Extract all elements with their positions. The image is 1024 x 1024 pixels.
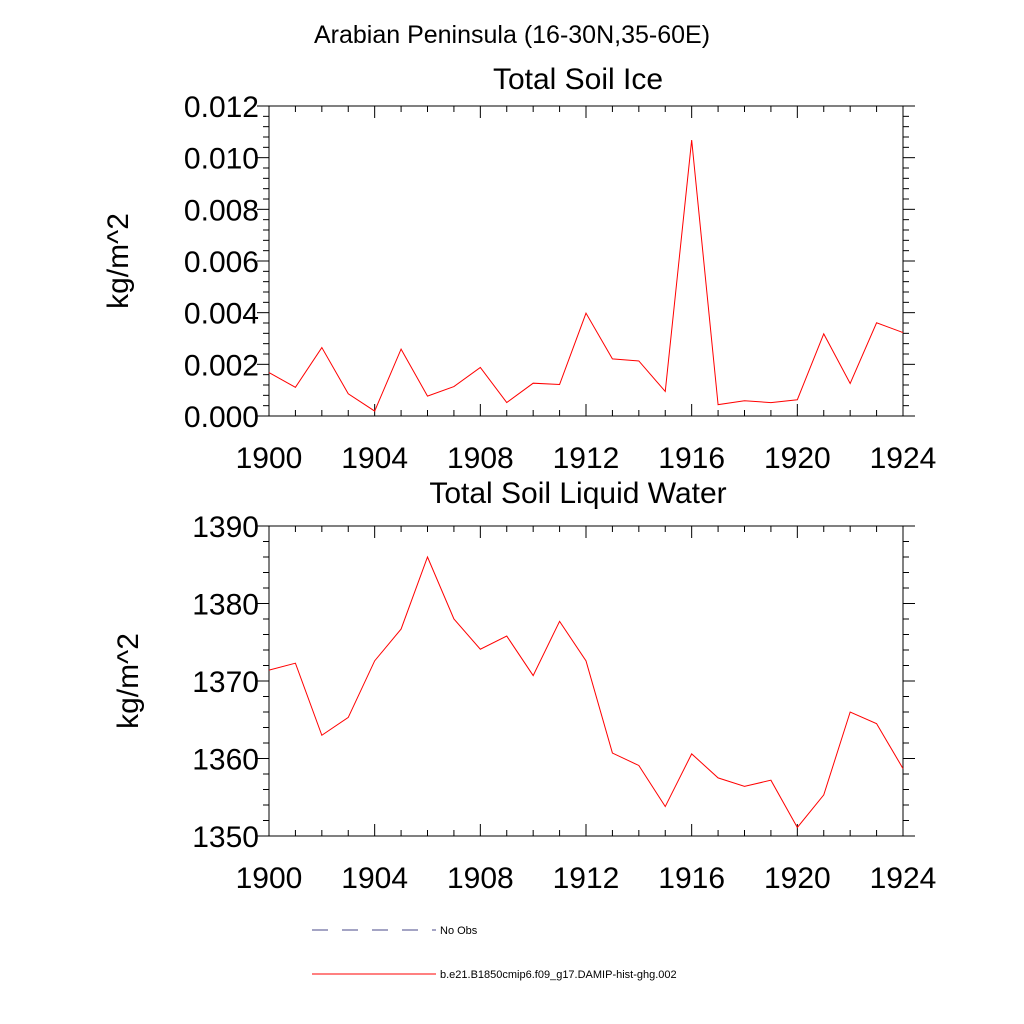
y-ticks: [257, 105, 915, 417]
x-tick-label: 1924: [870, 442, 937, 475]
x-tick-label: 1904: [341, 442, 408, 475]
y-tick-label: 0.004: [184, 298, 259, 331]
y-tick-label: 0.000: [184, 401, 259, 434]
x-tick-label: 1916: [658, 442, 725, 475]
y-axis-label: kg/m^2: [112, 633, 145, 729]
x-tick-label: 1908: [447, 442, 514, 475]
x-ticks: [268, 526, 904, 836]
x-tick-labels: 1900 1904 1908 1912 1916 1920 1924: [236, 442, 937, 475]
x-tick-label: 1920: [764, 442, 831, 475]
y-tick-label: 0.008: [184, 194, 259, 227]
y-ticks: [257, 525, 915, 837]
y-tick-label: 0.002: [184, 349, 259, 382]
y-tick-labels: 1350 1360 1370 1380 1390: [192, 511, 259, 854]
series-line-model: [268, 555, 904, 829]
y-tick-label: 1370: [192, 666, 259, 699]
y-tick-label: 1390: [192, 511, 259, 544]
series-group: [268, 555, 904, 829]
panel-title: Total Soil Ice: [493, 63, 663, 96]
series-line-model: [268, 140, 904, 412]
panel-soil-ice: Total Soil Ice kg/m^2 1900 1904 1908 1912 19…: [102, 63, 936, 475]
x-tick-label: 1904: [341, 862, 408, 895]
x-tick-label: 1916: [658, 862, 725, 895]
x-tick-label: 1912: [553, 442, 620, 475]
x-tick-label: 1920: [764, 862, 831, 895]
panel-title: Total Soil Liquid Water: [429, 477, 726, 510]
x-tick-label: 1912: [553, 862, 620, 895]
x-tick-label: 1908: [447, 862, 514, 895]
legend-label-no-obs: No Obs: [440, 925, 478, 937]
x-tick-labels: 1900 1904 1908 1912 1916 1920 1924: [236, 862, 937, 895]
x-tick-label: 1900: [236, 442, 303, 475]
y-tick-labels: 0.000 0.002 0.004 0.006 0.008 0.010 0.012: [184, 91, 259, 434]
figure-suptitle: Arabian Peninsula (16-30N,35-60E): [314, 21, 710, 49]
panel-soil-liquid-water: Total Soil Liquid Water kg/m^2 1900 1904 1…: [112, 477, 936, 895]
x-ticks: [268, 106, 904, 416]
x-tick-label: 1900: [236, 862, 303, 895]
plot-frame: [268, 105, 904, 417]
y-axis-label: kg/m^2: [102, 213, 135, 309]
legend-label-model: b.e21.B1850cmip6.f09_g17.DAMIP-hist-ghg.…: [440, 969, 677, 981]
series-group: [268, 140, 904, 412]
x-tick-label: 1924: [870, 862, 937, 895]
y-tick-label: 1350: [192, 821, 259, 854]
plot-frame: [268, 525, 904, 837]
y-tick-label: 0.010: [184, 143, 259, 176]
y-tick-label: 0.006: [184, 246, 259, 279]
y-tick-label: 0.012: [184, 91, 259, 124]
y-tick-label: 1380: [192, 589, 259, 622]
y-tick-label: 1360: [192, 744, 259, 777]
legend: No Obs b.e21.B1850cmip6.f09_g17.DAMIP-hi…: [312, 925, 677, 981]
